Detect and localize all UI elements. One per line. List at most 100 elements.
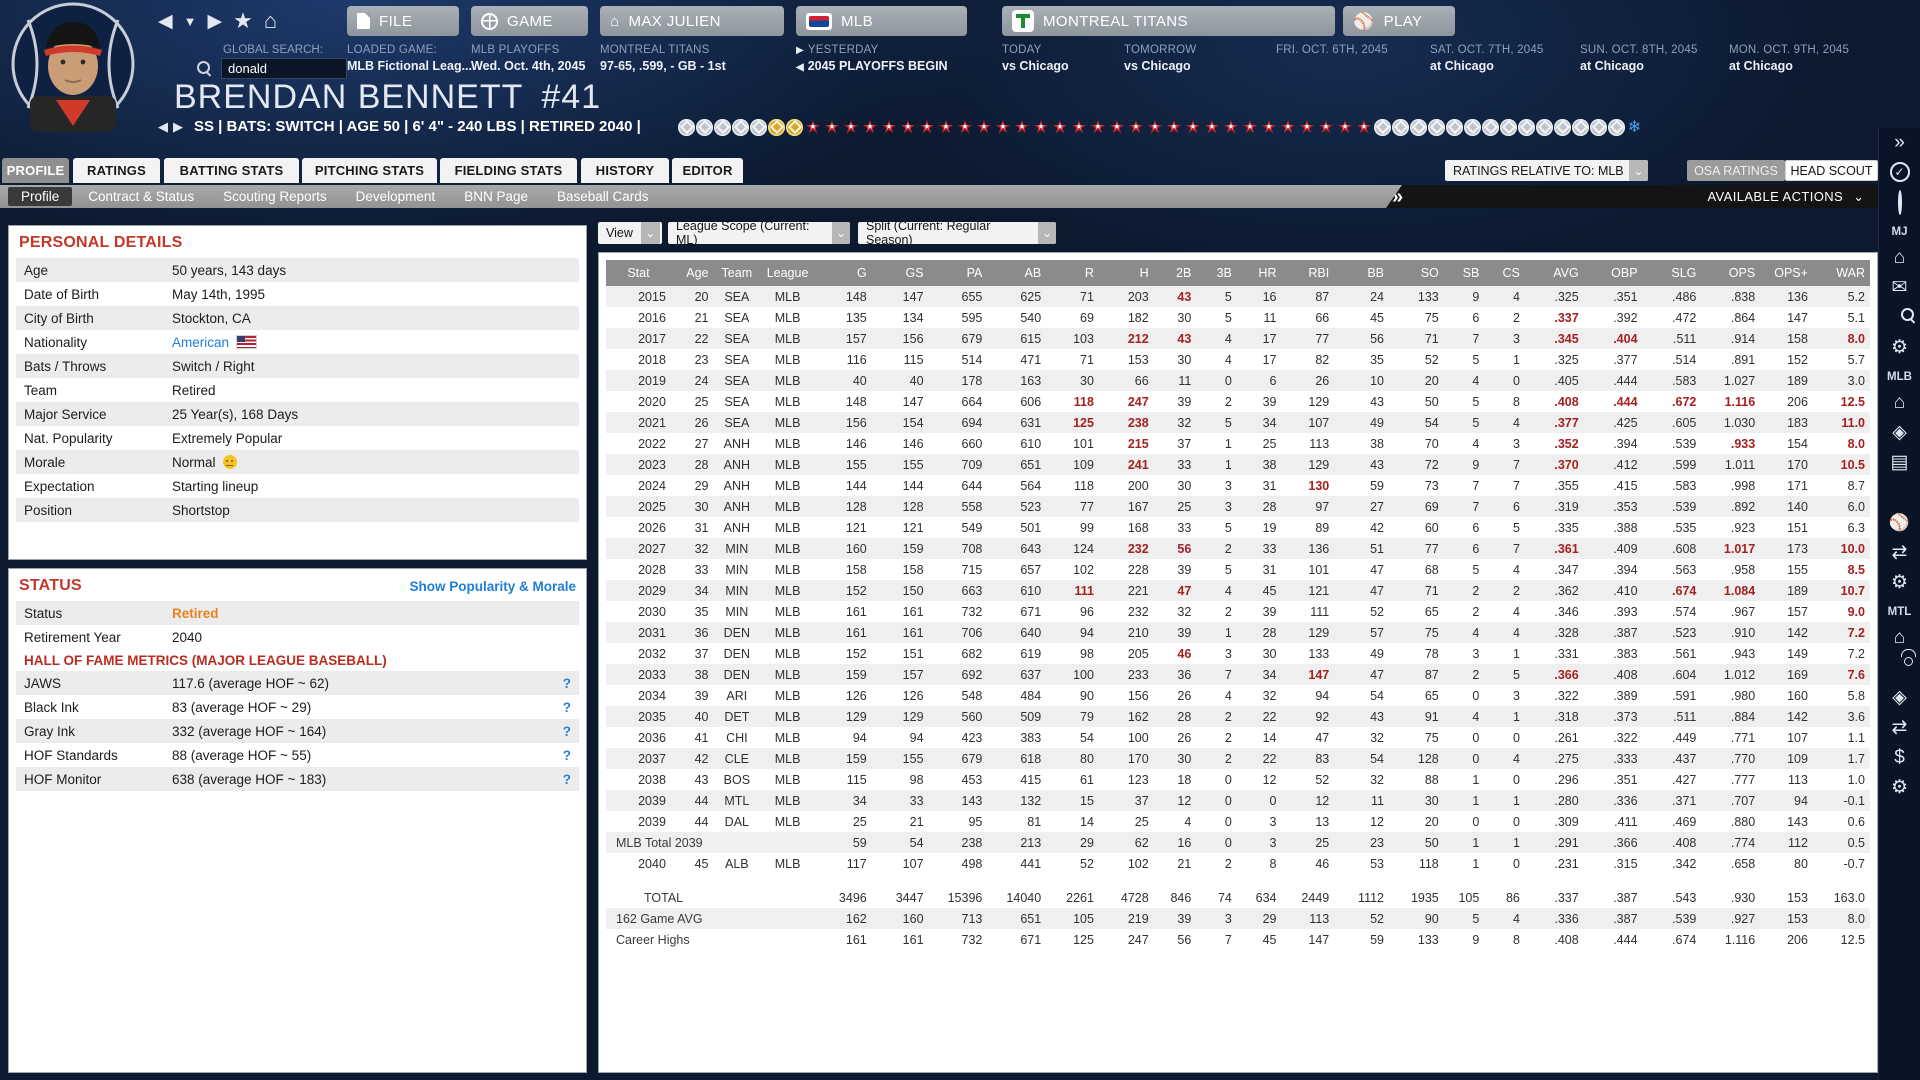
search-input[interactable] <box>221 58 347 79</box>
col-header-sb[interactable]: SB <box>1443 260 1485 286</box>
subtab-development[interactable]: Development <box>355 189 436 204</box>
col-header-h[interactable]: H <box>1098 260 1154 286</box>
col-header-ops[interactable]: OPS <box>1701 260 1761 286</box>
sidebar-mlb-home-icon[interactable]: ⌂ <box>1894 392 1905 413</box>
col-header-war[interactable]: WAR <box>1812 260 1870 286</box>
stat-cell: 12.5 <box>1840 394 1865 409</box>
col-header-bb[interactable]: BB <box>1334 260 1389 286</box>
help-link[interactable]: ? <box>562 747 571 763</box>
subtab-profile[interactable]: Profile <box>8 187 73 206</box>
sidebar-double-chevron-icon[interactable]: » <box>1894 132 1905 153</box>
help-link[interactable]: ? <box>562 771 571 787</box>
head-scout-button[interactable]: HEAD SCOUT <box>1785 160 1878 181</box>
stat-cell: .337 <box>1554 310 1579 325</box>
col-header-avg[interactable]: AVG <box>1524 260 1584 286</box>
sidebar-mtl-field-icon[interactable]: ◈ <box>1892 687 1907 708</box>
filter-dropdown-1[interactable]: League Scope (Current: ML) ⌄ <box>668 219 850 247</box>
sidebar-mtl-home-icon[interactable]: ⌂ <box>1894 627 1905 648</box>
sidebar-mlb-transactions-icon[interactable]: ⇄ <box>1892 542 1908 563</box>
stat-cell: 71 <box>1080 352 1094 367</box>
sidebar-mlb-news-icon[interactable]: ▤ <box>1891 452 1909 473</box>
sidebar-mtl-transactions-icon[interactable]: ⇄ <box>1892 717 1908 738</box>
home-icon[interactable]: ⌂ <box>263 8 278 33</box>
col-header-slg[interactable]: SLG <box>1642 260 1702 286</box>
sidebar-mj-home-icon[interactable]: ⌂ <box>1894 247 1905 268</box>
subtab-scouting-reports[interactable]: Scouting Reports <box>223 189 327 204</box>
help-link[interactable]: ? <box>562 699 571 715</box>
col-header-2b[interactable]: 2B <box>1153 260 1197 286</box>
col-header-r[interactable]: R <box>1046 260 1099 286</box>
available-actions-bar[interactable]: » AVAILABLE ACTIONS ⌄ <box>1386 185 1878 208</box>
sidebar-mtl-finance-icon[interactable]: $ <box>1894 747 1905 768</box>
info-value: vs Chicago <box>1002 59 1069 73</box>
tab-batting-stats[interactable]: BATTING STATS <box>164 158 299 183</box>
sidebar-mj-gear-icon[interactable]: ⚙ <box>1891 337 1908 358</box>
menu-montreal-titans[interactable]: MONTREAL TITANS <box>1002 6 1335 36</box>
stat-cell: 160 <box>1787 688 1808 703</box>
col-header-team[interactable]: Team <box>713 260 761 286</box>
bookmark-star-icon[interactable]: ★ <box>233 8 253 33</box>
next-player-icon[interactable]: ▶ <box>173 118 183 134</box>
sidebar-globe-icon[interactable] <box>1897 190 1902 215</box>
sidebar-mlb-baseball-icon[interactable] <box>1889 512 1910 533</box>
dropdown-arrow-icon[interactable]: ▼ <box>183 13 197 29</box>
osa-ratings-button[interactable]: OSA RATINGS <box>1687 160 1785 181</box>
col-header-stat[interactable]: Stat <box>606 260 671 286</box>
menu-play[interactable]: PLAY <box>1343 6 1455 36</box>
ratings-relative-dropdown[interactable]: RATINGS RELATIVE TO: MLB ⌄ <box>1445 160 1648 181</box>
tab-editor[interactable]: EDITOR <box>672 158 743 183</box>
forward-arrow-icon[interactable]: ▶ <box>207 10 223 32</box>
sidebar-mtl-gear-icon[interactable]: ⚙ <box>1891 777 1908 798</box>
subtab-baseball-cards[interactable]: Baseball Cards <box>556 189 649 204</box>
stat-cell: 24 <box>694 373 709 388</box>
back-arrow-icon[interactable]: ◀ <box>158 10 173 32</box>
col-header-gs[interactable]: GS <box>871 260 929 286</box>
help-link[interactable]: ? <box>562 675 571 691</box>
col-header-pa[interactable]: PA <box>928 260 988 286</box>
sidebar-check-circle-icon[interactable] <box>1889 162 1910 183</box>
col-header-3b[interactable]: 3B <box>1196 260 1237 286</box>
filter-dropdown-2[interactable]: Split (Current: Regular Season) ⌄ <box>858 219 1056 247</box>
col-header-rbi[interactable]: RBI <box>1281 260 1335 286</box>
stat-cell: 2 <box>1512 310 1520 325</box>
tab-ratings[interactable]: RATINGS <box>73 158 160 183</box>
stat-cell: 98 <box>909 772 924 787</box>
sidebar-mlb-gear-icon[interactable]: ⚙ <box>1891 572 1908 593</box>
menu-max-julien[interactable]: ⌂ MAX JULIEN <box>600 6 784 36</box>
tab-pitching-stats[interactable]: PITCHING STATS <box>302 158 437 183</box>
stat-cell: .408 <box>1554 394 1579 409</box>
col-header-hr[interactable]: HR <box>1236 260 1282 286</box>
stat-cell: 161 <box>902 932 924 947</box>
prev-player-icon[interactable]: ◀ <box>158 118 168 134</box>
stat-cell: 7 <box>1472 478 1480 493</box>
tab-profile[interactable]: PROFILE <box>2 158 69 183</box>
sidebar-mlb-field-icon[interactable]: ◈ <box>1892 422 1907 443</box>
col-header-cs[interactable]: CS <box>1484 260 1525 286</box>
menu-mlb[interactable]: MLB <box>796 6 967 36</box>
col-header-so[interactable]: SO <box>1389 260 1444 286</box>
award-star-red <box>937 119 955 136</box>
filter-dropdown-0[interactable]: View ⌄ <box>598 222 662 244</box>
col-header-g[interactable]: G <box>814 260 872 286</box>
col-header-age[interactable]: Age <box>670 260 714 286</box>
col-header-ab[interactable]: AB <box>987 260 1047 286</box>
stat-cell: 8 <box>1512 394 1520 409</box>
subtab-bnn-page[interactable]: BNN Page <box>464 189 528 204</box>
col-header-league[interactable]: League <box>760 260 815 286</box>
help-link[interactable]: ? <box>562 723 571 739</box>
show-popularity-morale-link[interactable]: Show Popularity & Morale <box>409 578 576 594</box>
stat-cell: 657 <box>1020 562 1042 577</box>
tab-fielding-stats[interactable]: FIELDING STATS <box>440 158 577 183</box>
detail-value[interactable]: American <box>172 335 258 350</box>
tab-history[interactable]: HISTORY <box>581 158 669 183</box>
award-ring-gray <box>678 118 695 136</box>
menu-file[interactable]: FILE <box>347 6 459 36</box>
stat-cell: .777 <box>1730 772 1756 787</box>
subtab-contract-status[interactable]: Contract & Status <box>88 189 195 204</box>
sidebar-mj-mail-icon[interactable]: ✉ <box>1892 277 1908 298</box>
menu-game[interactable]: GAME <box>471 6 588 36</box>
season-row: 2032 37 DEN MLB 152 151 682 619 98 205 46 3 30 133 49 7… <box>606 643 1870 664</box>
col-header-obp[interactable]: OBP <box>1583 260 1643 286</box>
stat-cell: 80 <box>1794 856 1808 871</box>
col-header-opsplus[interactable]: OPS+ <box>1760 260 1813 286</box>
